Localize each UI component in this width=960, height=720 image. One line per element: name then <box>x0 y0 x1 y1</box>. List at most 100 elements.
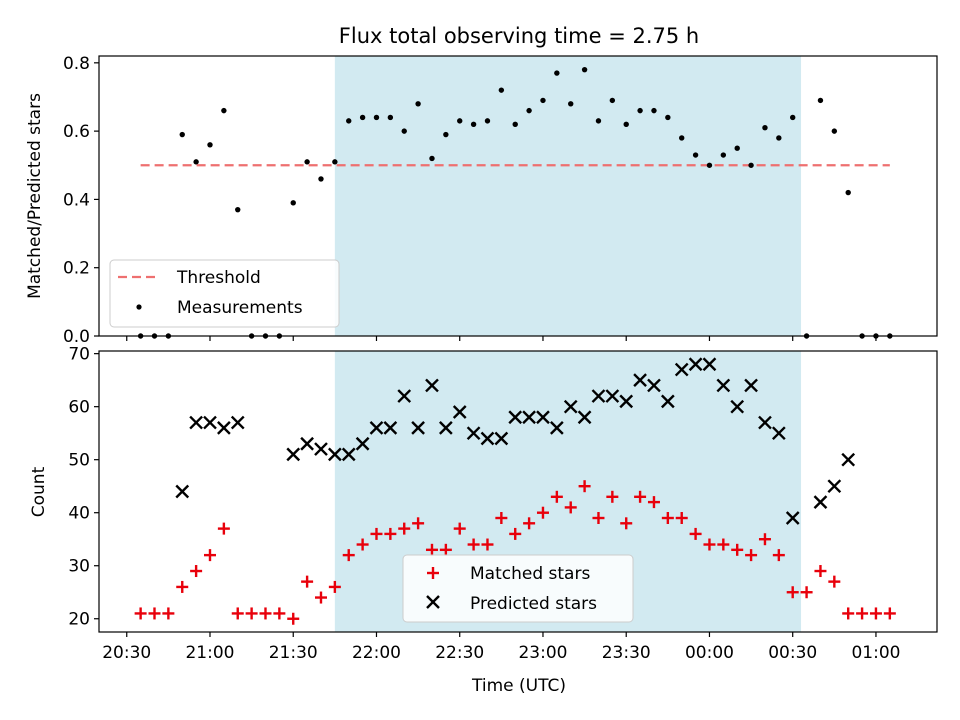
x-axis-label: Time (UTC) <box>471 676 566 696</box>
measurement-point <box>692 152 699 158</box>
measurement-point <box>623 121 629 127</box>
x-tick-label: 23:00 <box>518 643 567 663</box>
measurement-point <box>512 121 518 127</box>
measurement-point <box>540 97 546 104</box>
y-tick-label: 0.8 <box>63 54 90 74</box>
predicted-stars-point <box>577 410 592 425</box>
matched-stars-point <box>162 607 175 620</box>
matched-stars-point <box>634 490 647 503</box>
predicted-stars-point <box>841 452 856 467</box>
predicted-stars-point <box>355 436 370 451</box>
legend-matched-label: Matched stars <box>470 564 590 584</box>
legend-box-bottom <box>402 554 634 623</box>
matched-stars-point <box>828 575 841 588</box>
matched-stars-point <box>439 543 452 556</box>
predicted-stars-point <box>813 495 828 509</box>
predicted-stars-point <box>605 389 620 403</box>
y-tick-label: 20 <box>68 610 90 630</box>
matched-stars-point <box>578 480 591 493</box>
matched-stars-point <box>301 575 314 588</box>
measurement-point <box>706 162 713 168</box>
measurement-point <box>720 152 727 158</box>
measurement-point <box>359 114 366 121</box>
predicted-stars-point <box>203 415 217 430</box>
matched-stars-point <box>814 565 827 578</box>
matched-stars-point <box>190 565 203 578</box>
matched-stars-point <box>273 607 286 620</box>
matched-stars-point <box>842 607 855 620</box>
x-tick-label: 00:30 <box>768 643 817 663</box>
matched-stars-point <box>800 586 813 599</box>
measurement-point <box>651 107 657 114</box>
predicted-stars-point <box>591 389 606 403</box>
predicted-stars-point <box>827 479 842 494</box>
matched-stars-point <box>231 607 244 620</box>
measurement-point <box>762 125 768 131</box>
matched-stars-point <box>412 517 425 530</box>
measurement-point <box>415 101 421 107</box>
measurement-point <box>401 128 407 134</box>
predicted-stars-point <box>341 447 356 462</box>
predicted-stars-point <box>452 405 467 419</box>
matched-stars-point <box>661 512 674 525</box>
matched-stars-point <box>689 527 702 540</box>
predicted-stars-point <box>508 410 523 425</box>
predicted-stars-point <box>660 394 675 409</box>
predicted-stars-point <box>439 421 453 435</box>
measurement-point <box>179 131 185 138</box>
measurement-point <box>665 114 671 121</box>
y-tick-label: 0.4 <box>63 190 90 210</box>
measurement-point <box>429 155 435 162</box>
matched-stars-point <box>717 538 730 551</box>
matched-stars-point <box>536 506 549 519</box>
y-tick-label: 0.6 <box>63 122 90 142</box>
measurement-point <box>304 159 310 165</box>
predicted-stars-point <box>328 447 342 462</box>
predicted-stars-point <box>425 378 439 393</box>
x-tick-label: 22:00 <box>352 643 401 663</box>
matched-stars-point <box>217 522 230 535</box>
observing-window-top <box>334 56 802 336</box>
y-tick-label: 0.0 <box>63 327 90 347</box>
matched-stars-point <box>550 490 563 503</box>
predicted-stars-point <box>522 410 536 425</box>
matched-stars-point <box>328 580 341 593</box>
predicted-stars-point <box>466 426 481 441</box>
predicted-stars-point <box>480 431 495 446</box>
y-axis-label-count: Count <box>29 466 49 517</box>
y-tick-label: 50 <box>68 451 90 471</box>
predicted-stars-point <box>702 357 717 372</box>
x-tick-label: 22:30 <box>435 643 484 663</box>
predicted-stars-point <box>730 399 745 414</box>
matched-stars-point <box>620 517 633 530</box>
y-tick-label: 70 <box>68 345 90 365</box>
x-tick-label: 20:30 <box>102 643 151 663</box>
y-axis-label-ratio: Matched/Predicted stars <box>25 93 45 299</box>
y-tick-label: 40 <box>68 504 90 524</box>
panel-ratio: 0.00.20.40.60.8 Matched/Predicted stars … <box>25 54 938 347</box>
legend-measurements-swatch <box>136 304 142 310</box>
matched-stars-point <box>134 607 147 620</box>
predicted-stars-point <box>369 421 384 435</box>
measurement-point <box>776 135 782 141</box>
predicted-stars-point <box>758 415 772 430</box>
predicted-stars-point <box>744 378 758 393</box>
matched-stars-point <box>453 522 466 535</box>
y-tick-label: 60 <box>68 398 90 418</box>
measurement-point <box>554 70 560 76</box>
predicted-stars-point <box>397 389 412 403</box>
measurement-point <box>595 118 602 124</box>
predicted-stars-point <box>383 421 398 435</box>
predicted-stars-point <box>175 484 190 499</box>
matched-stars-point <box>523 517 536 530</box>
legend-predicted-swatch <box>426 595 440 609</box>
predicted-stars-point <box>230 415 245 430</box>
measurement-point <box>609 97 616 104</box>
y-tick-label: 0.2 <box>63 259 90 279</box>
matched-stars-point <box>675 512 688 525</box>
matched-stars-point <box>481 538 494 551</box>
measurement-point <box>373 114 380 121</box>
x-tick-label: 01:00 <box>851 643 900 663</box>
predicted-stars-point <box>286 447 301 462</box>
